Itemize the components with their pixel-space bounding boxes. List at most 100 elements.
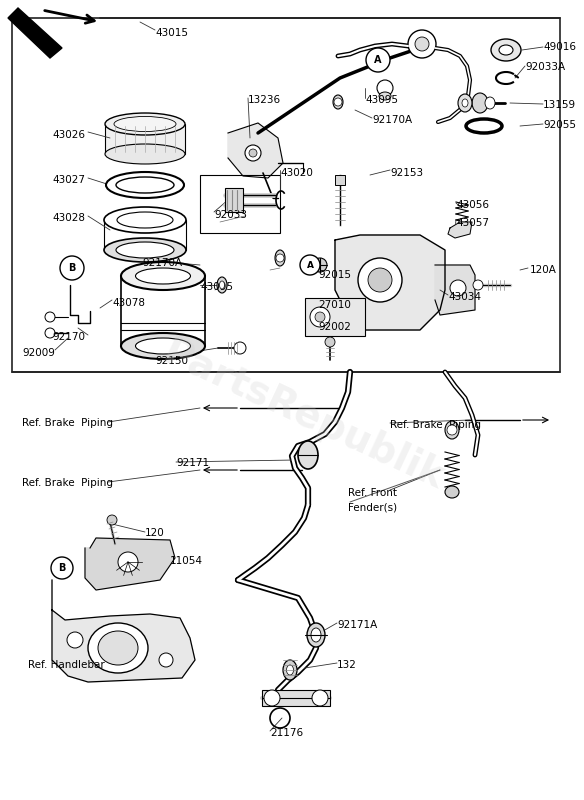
Ellipse shape [98,631,138,665]
Circle shape [107,515,117,525]
Circle shape [249,149,257,157]
Circle shape [368,268,392,292]
Text: 21176: 21176 [270,728,303,738]
Ellipse shape [135,268,190,284]
Ellipse shape [379,92,391,100]
Ellipse shape [499,45,513,55]
Text: 43078: 43078 [112,298,145,308]
Circle shape [300,255,320,275]
Bar [105,124,185,154]
Ellipse shape [121,262,205,290]
Circle shape [264,690,280,706]
Text: 120A: 120A [530,265,557,275]
Text: Ref. Handlebar: Ref. Handlebar [28,660,105,670]
Circle shape [45,328,55,338]
Bar [305,298,365,336]
Circle shape [408,30,436,58]
Text: 49016: 49016 [543,42,576,52]
Text: 92171A: 92171A [337,620,377,630]
Ellipse shape [106,172,184,198]
Text: 92033: 92033 [214,210,247,220]
Circle shape [447,425,457,435]
Circle shape [334,98,342,106]
Text: A: A [307,261,314,270]
Text: Ref. Front: Ref. Front [348,488,397,498]
Ellipse shape [462,99,468,107]
Ellipse shape [116,242,174,258]
Polygon shape [8,8,62,58]
Text: 43095: 43095 [200,282,233,292]
Ellipse shape [104,207,186,233]
Text: 27010: 27010 [318,300,351,310]
Text: 92033A: 92033A [525,62,565,72]
Text: 43056: 43056 [456,200,489,210]
Circle shape [450,280,466,296]
Text: 92009: 92009 [22,348,55,358]
Ellipse shape [114,117,176,131]
Circle shape [313,258,327,272]
Text: 92170A: 92170A [142,258,182,268]
Ellipse shape [458,94,472,112]
Circle shape [276,254,284,262]
Text: 92170A: 92170A [372,115,412,125]
Circle shape [60,256,84,280]
Text: 13159: 13159 [543,100,576,110]
Text: A: A [374,55,382,65]
Text: 43015: 43015 [155,28,188,38]
Circle shape [325,337,335,347]
Polygon shape [85,538,175,590]
Ellipse shape [485,97,495,109]
Circle shape [45,312,55,322]
Ellipse shape [445,486,459,498]
Circle shape [118,552,138,572]
Circle shape [473,280,483,290]
Circle shape [234,342,246,354]
Text: 92015: 92015 [318,270,351,280]
Text: 43026: 43026 [52,130,85,140]
Bar [262,690,330,706]
Bar [12,18,560,372]
Ellipse shape [121,333,205,359]
Ellipse shape [472,93,488,113]
Bar [104,220,186,250]
Bar [121,276,205,346]
Ellipse shape [275,250,285,266]
Circle shape [51,557,73,579]
Text: Fender(s): Fender(s) [348,503,397,513]
Circle shape [159,653,173,667]
Text: 92002: 92002 [318,322,351,332]
Text: 11054: 11054 [170,556,203,566]
Ellipse shape [116,177,174,193]
Ellipse shape [311,628,321,642]
Ellipse shape [491,39,521,61]
Circle shape [377,80,393,96]
Bar [225,188,243,212]
Text: 92055: 92055 [543,120,576,130]
Circle shape [358,258,402,302]
Circle shape [67,632,83,648]
Ellipse shape [307,623,325,647]
Text: 43057: 43057 [456,218,489,228]
Text: 43095: 43095 [365,95,398,105]
Circle shape [245,145,261,161]
Text: 92150: 92150 [155,356,188,366]
Text: Ref. Brake  Piping: Ref. Brake Piping [22,418,113,428]
Circle shape [415,37,429,51]
Ellipse shape [287,665,294,675]
Ellipse shape [445,421,459,439]
Circle shape [312,690,328,706]
Text: 92170: 92170 [52,332,85,342]
Text: 120: 120 [145,528,165,538]
Ellipse shape [333,95,343,109]
Polygon shape [228,123,283,178]
Bar [335,175,345,185]
Bar [200,175,280,233]
Text: Ref. Brake  Piping: Ref. Brake Piping [390,420,481,430]
Polygon shape [435,265,475,315]
Text: 132: 132 [337,660,357,670]
Circle shape [366,48,390,72]
Ellipse shape [283,660,297,680]
Ellipse shape [298,441,318,469]
Polygon shape [335,235,445,330]
Text: 43027: 43027 [52,175,85,185]
